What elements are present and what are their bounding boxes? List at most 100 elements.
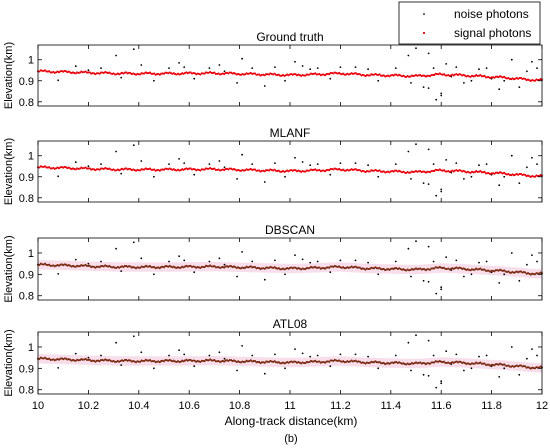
noise-photon xyxy=(301,352,304,355)
signal-photon xyxy=(203,168,206,171)
noise-photon xyxy=(478,355,480,358)
noise-photon xyxy=(284,367,286,370)
noise-photon xyxy=(463,82,465,84)
noise-photon xyxy=(440,286,443,289)
noise-photon xyxy=(263,372,266,375)
noise-photon xyxy=(183,162,186,165)
x-tick-label: 11.8 xyxy=(481,400,502,412)
noise-photon xyxy=(120,270,123,272)
noise-photon xyxy=(440,92,443,95)
noise-photon xyxy=(440,190,443,193)
x-tick-label: 11 xyxy=(284,400,295,412)
signal-photon xyxy=(139,73,142,76)
noise-photon xyxy=(74,161,77,164)
signal-photon xyxy=(483,362,486,365)
y-tick-label: 0.9 xyxy=(19,363,34,375)
noise-photon xyxy=(518,279,521,282)
noise-photon xyxy=(498,376,501,378)
y-tick-label: 0.8 xyxy=(19,385,34,397)
signal-photon xyxy=(433,74,436,77)
noise-photon xyxy=(208,67,211,69)
noise-photon xyxy=(115,247,117,250)
noise-photon xyxy=(309,68,312,71)
noise-photon xyxy=(223,70,226,73)
y-axis-label: Elevation(km) xyxy=(3,329,15,396)
noise-photon xyxy=(236,369,239,372)
signal-photon xyxy=(328,360,331,363)
noise-photon xyxy=(236,178,239,180)
noise-photon xyxy=(193,77,196,80)
noise-photon xyxy=(316,163,319,166)
signal-photon xyxy=(524,271,527,274)
signal-photon xyxy=(253,359,257,363)
signal-photon xyxy=(199,169,202,172)
signal-photon xyxy=(524,173,527,176)
panel-2: 0.8 0.9 1 MLANF Elevation(km) xyxy=(3,126,544,205)
noise-photon xyxy=(294,156,296,159)
noise-photon xyxy=(284,79,286,82)
legend: noise photons signal photons xyxy=(398,1,541,45)
noise-photon xyxy=(470,367,473,370)
noise-photon xyxy=(87,356,90,359)
noise-photon xyxy=(251,354,254,357)
noise-photon xyxy=(115,150,117,153)
noise-photon xyxy=(531,156,533,159)
noise-photon xyxy=(432,67,435,69)
noise-photon xyxy=(415,47,417,50)
signal-photon xyxy=(368,361,371,365)
noise-photon xyxy=(427,245,430,248)
signal-photon xyxy=(328,266,331,269)
noise-photon xyxy=(432,354,435,357)
signal-photon xyxy=(213,71,216,74)
noise-photon xyxy=(329,77,332,80)
noise-photon xyxy=(427,374,430,377)
noise-photon xyxy=(510,346,513,348)
noise-photon xyxy=(316,260,319,263)
noise-photon xyxy=(140,351,143,354)
noise-photon xyxy=(87,262,90,265)
noise-photon xyxy=(153,367,155,370)
signal-photon xyxy=(199,360,202,364)
signal-photon xyxy=(483,75,486,78)
noise-photon xyxy=(432,163,435,166)
x-tick-label: 10.2 xyxy=(78,400,99,412)
signal-photon xyxy=(213,265,216,268)
signal-photon xyxy=(139,360,142,363)
noise-photon xyxy=(132,241,135,244)
noise-photon xyxy=(536,354,538,357)
signal-photon xyxy=(48,70,51,73)
legend-noise-label: noise photons xyxy=(454,7,529,21)
noise-photon xyxy=(100,67,102,69)
signal-photon xyxy=(88,358,91,361)
noise-photon xyxy=(193,365,196,368)
noise-photon xyxy=(445,63,448,65)
noise-photon xyxy=(410,369,412,372)
noise-photon xyxy=(503,367,506,370)
noise-photon xyxy=(339,259,342,262)
signal-photon xyxy=(88,167,91,170)
noise-photon xyxy=(367,261,369,264)
noise-photon xyxy=(140,160,143,162)
x-tick-label: 10.4 xyxy=(128,400,149,412)
noise-photon xyxy=(309,355,312,358)
noise-photon xyxy=(518,182,521,185)
noise-photon xyxy=(74,258,77,261)
noise-photon xyxy=(463,369,465,372)
signal-photon xyxy=(98,360,101,363)
noise-photon xyxy=(377,367,380,370)
noise-photon xyxy=(498,88,501,91)
noise-photon xyxy=(354,162,357,165)
noise-photon xyxy=(236,275,239,278)
signal-photon xyxy=(148,359,152,362)
panel-title: MLANF xyxy=(270,126,311,140)
panel-3: 0.8 0.9 1 DBSCAN Elevation(km) xyxy=(3,223,544,303)
noise-photon xyxy=(485,260,488,263)
noise-photon xyxy=(316,67,319,69)
noise-photon xyxy=(435,194,438,197)
signal-photon xyxy=(153,265,156,269)
noise-photon xyxy=(367,68,369,71)
signal-photon xyxy=(98,266,101,269)
noise-photon xyxy=(153,175,155,178)
signal-photon xyxy=(253,72,257,75)
noise-photon xyxy=(153,273,155,276)
